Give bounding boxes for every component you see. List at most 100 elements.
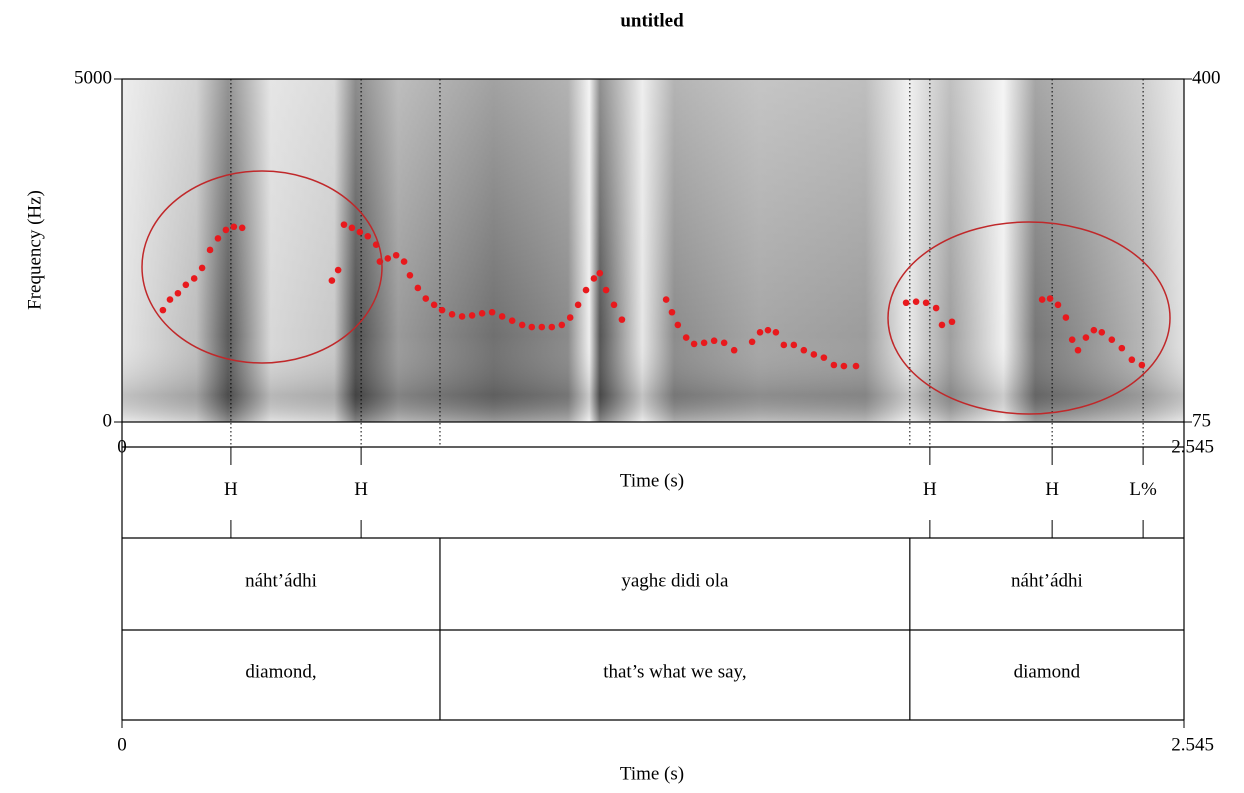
- tier-point-label: L%: [1129, 479, 1157, 500]
- pitch-point: [566, 314, 574, 321]
- pitch-point: [422, 295, 430, 302]
- tier-point-label: H: [224, 479, 238, 500]
- pitch-point: [458, 313, 466, 320]
- pitch-point: [700, 339, 708, 347]
- pitch-point: [238, 224, 246, 232]
- tier-interval-label: náht’ádhi: [245, 570, 317, 591]
- pitch-point: [840, 362, 848, 370]
- pitch-point: [748, 338, 756, 346]
- pitch-point: [1068, 336, 1076, 343]
- pitch-point: [790, 341, 798, 349]
- tier-frame: [121, 422, 1185, 721]
- pitch-point: [1138, 361, 1146, 369]
- pitch-point: [406, 272, 414, 279]
- pitch-point: [548, 323, 556, 331]
- pitch-point: [528, 323, 536, 331]
- pitch-point: [662, 296, 670, 303]
- pitch-point: [820, 354, 828, 361]
- tier-interval-label: that’s what we say,: [603, 661, 746, 682]
- pitch-point: [328, 277, 336, 284]
- tier-interval-label: yaghɛ didi ola: [621, 570, 729, 591]
- pitch-point: [610, 301, 618, 309]
- pitch-point: [772, 328, 780, 336]
- highlight-ellipse: [141, 170, 383, 364]
- tier-point-label: H: [923, 479, 937, 500]
- pitch-point: [690, 340, 698, 348]
- x-tick-label: 2.545: [1171, 436, 1214, 457]
- tier-point-label: H: [354, 479, 368, 500]
- pitch-point: [582, 286, 590, 294]
- pitch-point: [174, 289, 182, 297]
- x-axis-label: Time (s): [620, 763, 684, 784]
- tier-point-label: H: [1045, 479, 1059, 500]
- y2-tick-label: 400: [1192, 67, 1221, 88]
- pitch-point: [912, 298, 920, 305]
- pitch-point: [198, 264, 206, 272]
- pitch-point: [159, 306, 167, 314]
- pitch-point: [438, 306, 446, 314]
- pitch-point: [720, 339, 728, 347]
- x-tick-label: 0: [117, 734, 127, 755]
- pitch-point: [1074, 346, 1082, 354]
- pitch-point: [1046, 295, 1054, 302]
- pitch-point: [810, 351, 818, 358]
- pitch-point: [166, 296, 174, 303]
- x-tick-label: 0: [117, 436, 127, 457]
- pitch-point: [674, 321, 682, 329]
- pitch-point: [1128, 356, 1136, 364]
- pitch-point: [478, 309, 486, 317]
- pitch-point: [498, 313, 506, 320]
- y2-tick-label: 75: [1192, 410, 1211, 431]
- pitch-point: [230, 223, 238, 231]
- pitch-point: [1090, 326, 1098, 334]
- pitch-point: [932, 304, 940, 312]
- tier-interval-label: diamond: [1014, 661, 1081, 682]
- pitch-point: [518, 321, 526, 329]
- pitch-point: [558, 321, 566, 329]
- pitch-point: [384, 255, 392, 262]
- pitch-point: [392, 251, 400, 259]
- pitch-point: [948, 318, 956, 326]
- pitch-point: [730, 346, 738, 354]
- pitch-point: [756, 328, 764, 336]
- pitch-point: [334, 266, 342, 274]
- pitch-point: [340, 221, 348, 228]
- x-tick-label: 2.545: [1171, 734, 1214, 755]
- pitch-point: [508, 317, 516, 324]
- y-tick-label: 0: [103, 410, 113, 431]
- pitch-point: [206, 246, 214, 254]
- pitch-point: [348, 224, 356, 232]
- pitch-point: [902, 299, 910, 307]
- pitch-point: [682, 334, 690, 341]
- plot-layer: [159, 79, 1146, 447]
- pitch-point: [618, 316, 626, 323]
- pitch-point: [764, 326, 772, 334]
- pitch-point: [182, 281, 190, 289]
- tier-interval-label: náht’ádhi: [1011, 570, 1083, 591]
- y-axis-label: Frequency (Hz): [24, 190, 45, 310]
- chart-title: untitled: [620, 10, 684, 31]
- x-axis-label: Time (s): [620, 470, 684, 491]
- pitch-point: [596, 269, 604, 277]
- pitch-point: [1118, 344, 1126, 352]
- pitch-point: [780, 341, 788, 349]
- pitch-point: [602, 286, 610, 294]
- pitch-point: [364, 232, 372, 240]
- highlight-ellipse: [887, 221, 1171, 415]
- pitch-point: [1038, 296, 1046, 303]
- spectrogram-shade: [122, 79, 1184, 422]
- y-tick-label: 5000: [74, 67, 112, 88]
- pitch-point: [938, 321, 946, 329]
- pitch-point: [668, 308, 676, 316]
- spectrogram-frame: [121, 78, 1185, 423]
- pitch-point: [468, 312, 476, 319]
- pitch-point: [538, 323, 546, 331]
- pitch-point: [190, 275, 198, 282]
- pitch-point: [1082, 334, 1090, 341]
- pitch-point: [830, 361, 838, 369]
- pitch-point: [1098, 328, 1106, 336]
- pitch-point: [922, 299, 930, 307]
- pitch-point: [448, 311, 456, 318]
- pitch-point: [574, 301, 582, 309]
